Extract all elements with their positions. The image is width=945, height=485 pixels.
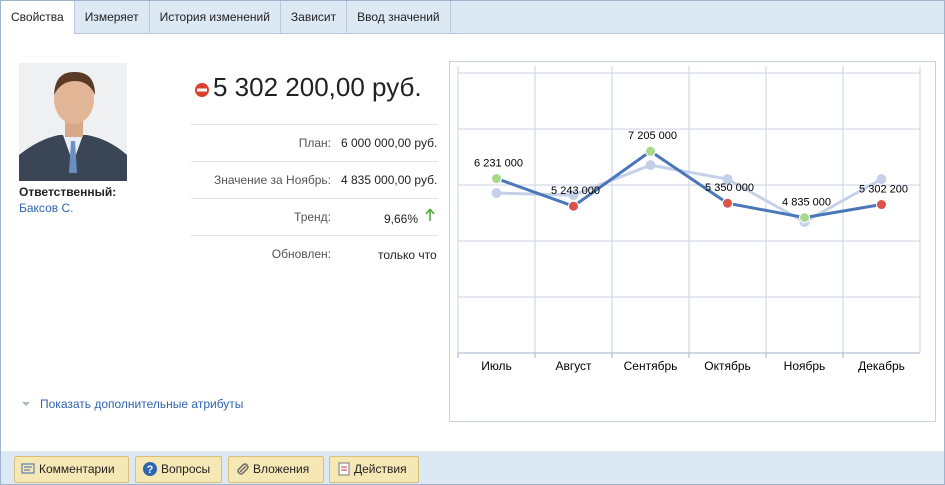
point bbox=[722, 174, 733, 185]
point bbox=[568, 200, 579, 212]
point bbox=[722, 197, 733, 209]
separator bbox=[191, 198, 438, 199]
button-label: Действия bbox=[354, 462, 407, 476]
x-tick-label: Август bbox=[555, 359, 592, 373]
chart: Июль Август Сентябрь Октябрь Ноябрь Декабрь 6 … bbox=[449, 61, 936, 422]
data-label: 7 205 000 bbox=[628, 130, 677, 142]
tab[interactable]: История изменений bbox=[150, 1, 281, 33]
tab[interactable]: Ввод значений bbox=[347, 1, 451, 33]
row-value: 9,66% bbox=[384, 212, 419, 226]
data-label: 5 302 200 bbox=[859, 183, 908, 195]
status-icon bbox=[195, 83, 209, 97]
expand-icon bbox=[22, 402, 30, 406]
data-label: 4 835 000 bbox=[782, 197, 831, 209]
kpi-value: 5 302 200,00 руб. bbox=[213, 72, 422, 102]
data-label: 5 350 000 bbox=[705, 182, 754, 194]
button[interactable]: Действия bbox=[329, 456, 419, 483]
button[interactable]: Комментарии bbox=[14, 456, 129, 483]
button-label: Комментарии bbox=[39, 462, 115, 476]
data-label: 6 231 000 bbox=[474, 157, 523, 169]
icon: ? bbox=[143, 462, 157, 476]
point bbox=[799, 212, 810, 224]
row-label: План: bbox=[298, 136, 331, 150]
photo bbox=[19, 63, 127, 181]
icon bbox=[21, 463, 35, 474]
tab[interactable]: Измеряет bbox=[75, 1, 150, 33]
x-tick-label: Ноябрь bbox=[784, 359, 826, 373]
x-tick-label: Декабрь bbox=[858, 359, 905, 373]
owner-name[interactable]: Баксов С. bbox=[19, 201, 74, 215]
button[interactable]: ? Вопросы bbox=[135, 456, 222, 483]
row-value: 6 000 000,00 руб. bbox=[341, 136, 438, 150]
tab[interactable]: Свойства bbox=[1, 1, 75, 34]
point bbox=[645, 160, 656, 171]
icon bbox=[237, 463, 249, 475]
more-link[interactable]: Показать дополнительные атрибуты bbox=[40, 397, 244, 411]
x-tick-label: Июль bbox=[481, 359, 512, 373]
point bbox=[491, 188, 502, 199]
row-value: только что bbox=[378, 248, 437, 262]
point bbox=[876, 174, 887, 185]
data-label: 5 243 000 bbox=[551, 185, 600, 197]
row-label: Значение за Ноябрь: bbox=[213, 173, 331, 187]
separator bbox=[191, 161, 438, 162]
tab[interactable]: Зависит bbox=[281, 1, 348, 33]
button-label: Вложения bbox=[253, 462, 310, 476]
row-value: 4 835 000,00 руб. bbox=[341, 173, 438, 187]
series-line bbox=[495, 149, 882, 220]
row-label: Тренд: bbox=[294, 210, 331, 224]
x-tick-label: Сентябрь bbox=[624, 359, 678, 373]
row-label: Обновлен: bbox=[271, 247, 331, 261]
x-tick-label: Октябрь bbox=[704, 359, 751, 373]
separator bbox=[191, 235, 438, 236]
owner-label: Ответственный: bbox=[19, 185, 117, 199]
trend-arrow bbox=[425, 208, 435, 221]
tab-bar: Свойства Измеряет История изменений Зависит… bbox=[1, 1, 944, 34]
point bbox=[876, 199, 887, 211]
point bbox=[568, 190, 579, 201]
button[interactable]: Вложения bbox=[228, 456, 324, 483]
icon bbox=[338, 462, 350, 476]
button-label: Вопросы bbox=[161, 462, 211, 476]
point bbox=[645, 145, 656, 157]
point bbox=[491, 173, 502, 185]
svg-text:?: ? bbox=[147, 464, 154, 476]
separator bbox=[191, 124, 438, 125]
